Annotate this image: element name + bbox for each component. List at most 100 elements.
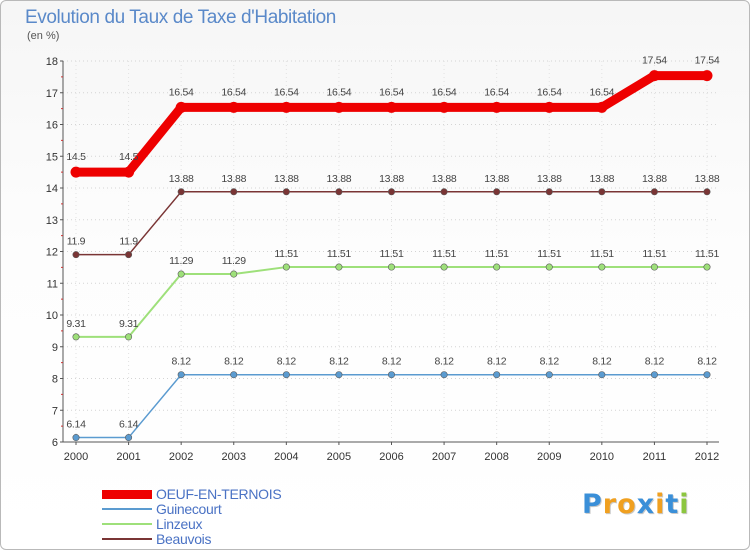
data-label: 13.88 — [221, 173, 246, 185]
data-label: 14.5 — [119, 151, 139, 163]
data-label: 8.12 — [329, 356, 349, 368]
y-tick-label: 15 — [46, 151, 58, 163]
data-point — [228, 101, 240, 113]
data-point — [123, 166, 135, 178]
data-label: 8.12 — [540, 356, 560, 368]
line-chart: 6.14 6.14 8.12 8.12 8.12 8.12 8.12 8.12 8.12 8.12… — [46, 55, 720, 463]
data-point — [230, 270, 238, 278]
brand-logo: Proxiti — [582, 489, 690, 520]
legend-swatch — [102, 490, 152, 499]
data-label: 9.31 — [119, 318, 139, 330]
data-point — [543, 101, 555, 113]
logo-letter: o — [617, 489, 637, 520]
y-tick-label: 17 — [46, 88, 58, 100]
data-label: 8.12 — [592, 356, 612, 368]
grid-lines — [63, 60, 719, 442]
data-label: 13.88 — [327, 173, 352, 185]
y-tick-label: 11 — [47, 278, 58, 290]
data-label: 11.9 — [67, 236, 86, 248]
data-label: 13.88 — [537, 173, 562, 185]
data-point — [72, 333, 80, 341]
data-point — [282, 371, 290, 379]
data-point — [125, 251, 133, 259]
x-tick-label: 2004 — [274, 451, 298, 463]
data-point — [545, 263, 553, 271]
x-tick-label: 2008 — [484, 451, 508, 463]
y-tick-label: 6 — [52, 437, 58, 449]
data-label: 11.9 — [119, 236, 138, 248]
data-point — [72, 434, 80, 442]
data-label: 6.14 — [66, 419, 86, 431]
data-point — [440, 371, 448, 379]
y-tick-label: 10 — [46, 310, 58, 322]
data-label: 8.12 — [382, 356, 402, 368]
x-tick-label: 2002 — [169, 451, 193, 463]
data-label: 8.12 — [645, 356, 665, 368]
data-point — [125, 333, 133, 341]
data-label: 8.12 — [172, 356, 192, 368]
data-point — [598, 371, 606, 379]
legend-label: Guinecourt — [156, 501, 222, 517]
data-label: 8.12 — [277, 356, 297, 368]
data-point — [438, 101, 450, 113]
legend-swatch — [102, 538, 152, 540]
data-point — [493, 188, 501, 196]
logo-letter: r — [602, 489, 618, 520]
x-tick-label: 2007 — [432, 451, 456, 463]
data-point — [648, 70, 660, 82]
x-tick-label: 2009 — [537, 451, 561, 463]
logo-letter: x — [636, 489, 656, 520]
logo-letter: i — [679, 489, 690, 520]
y-tick-label: 7 — [52, 405, 58, 417]
y-tick-label: 12 — [46, 247, 58, 259]
data-label: 13.88 — [379, 173, 404, 185]
data-label: 8.12 — [697, 356, 717, 368]
data-label: 8.12 — [487, 356, 507, 368]
data-label: 8.12 — [434, 356, 454, 368]
data-point — [440, 263, 448, 271]
data-point — [387, 263, 395, 271]
data-point — [703, 263, 711, 271]
y-tick-label: 13 — [46, 215, 58, 227]
data-label: 11.51 — [485, 248, 509, 260]
data-point — [230, 188, 238, 196]
data-label: 16.54 — [274, 86, 299, 98]
data-point — [70, 166, 82, 178]
y-tick-label: 9 — [52, 342, 58, 354]
data-label: 13.88 — [695, 173, 720, 185]
logo-letter: t — [665, 489, 680, 520]
x-tick-label: 2001 — [116, 451, 140, 463]
data-label: 11.51 — [380, 248, 404, 260]
data-point — [493, 371, 501, 379]
data-label: 16.54 — [379, 86, 404, 98]
data-label: 8.12 — [224, 356, 244, 368]
chart-unit: (en %) — [27, 30, 60, 42]
data-label: 13.88 — [432, 173, 457, 185]
data-point — [333, 101, 345, 113]
logo-letter: P — [582, 489, 603, 520]
data-label: 6.14 — [119, 419, 139, 431]
data-point — [650, 188, 658, 196]
data-point — [493, 263, 501, 271]
data-point — [175, 101, 187, 113]
data-label: 16.54 — [537, 86, 562, 98]
data-label: 16.54 — [589, 86, 614, 98]
data-label: 11.51 — [327, 248, 351, 260]
legend-swatch — [102, 508, 152, 510]
data-point — [335, 371, 343, 379]
data-point — [545, 371, 553, 379]
y-tick-label: 18 — [46, 56, 58, 68]
data-point — [703, 371, 711, 379]
data-label: 16.54 — [432, 86, 457, 98]
data-label: 17.54 — [642, 55, 667, 67]
data-label: 11.51 — [695, 248, 719, 260]
data-point — [440, 188, 448, 196]
data-label: 16.54 — [327, 86, 352, 98]
legend-swatch — [102, 523, 152, 525]
data-point — [387, 371, 395, 379]
x-tick-label: 2003 — [222, 451, 246, 463]
data-label: 13.88 — [169, 173, 194, 185]
data-point — [177, 188, 185, 196]
x-tick-label: 2012 — [695, 451, 719, 463]
